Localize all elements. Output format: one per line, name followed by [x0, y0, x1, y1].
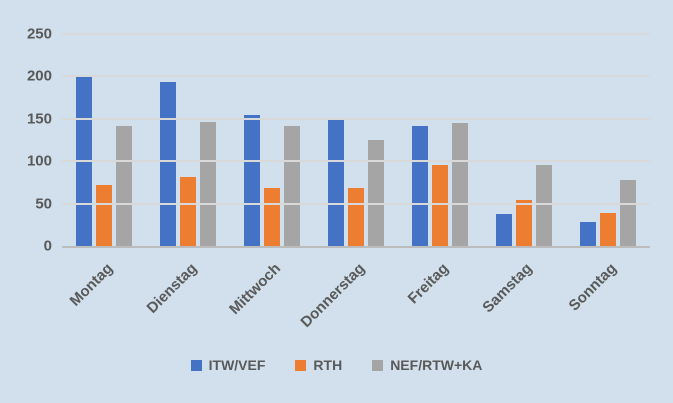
- x-tick-label: Samstag: [479, 260, 537, 317]
- legend-item-itw-vef: ITW/VEF: [190, 357, 266, 373]
- bar-group-montag: [62, 34, 146, 246]
- y-axis: 0 50 100 150 200 250: [0, 26, 52, 255]
- legend-swatch-icon: [295, 359, 307, 371]
- gridline-100: [62, 160, 650, 163]
- bar-rth-donnerstag: [348, 187, 364, 246]
- bar-group-mittwoch: [230, 34, 314, 246]
- legend-item-nef-rtw-ka: NEF/RTW+KA: [372, 357, 482, 373]
- x-axis-line: [62, 246, 650, 248]
- gridline-150: [62, 117, 650, 120]
- bar-group-dienstag: [146, 34, 230, 246]
- y-tick-label: 100: [26, 152, 52, 170]
- bar-nef-rtw-ka-dienstag: [200, 122, 216, 246]
- gridline-250: [62, 33, 650, 35]
- bar-itw-vef-sonntag: [580, 222, 596, 246]
- plot-area: [62, 33, 650, 248]
- bar-nef-rtw-ka-donnerstag: [368, 140, 384, 246]
- bar-group-freitag: [398, 34, 482, 246]
- x-label-cell: Freitag: [398, 250, 482, 330]
- y-tick-label: 200: [26, 67, 52, 85]
- x-tick-label: Montag: [66, 260, 117, 310]
- x-tick-label: Mittwoch: [226, 260, 285, 318]
- bar-group-sonntag: [566, 34, 650, 246]
- gridline-50: [62, 202, 650, 205]
- bar-itw-vef-freitag: [412, 125, 428, 246]
- bar-rth-samstag: [516, 200, 532, 246]
- y-tick-label: 50: [35, 195, 52, 213]
- x-label-cell: Sonntag: [566, 250, 650, 330]
- bar-itw-vef-dienstag: [160, 81, 176, 246]
- x-tick-label: Dienstag: [143, 260, 201, 317]
- bar-group-donnerstag: [314, 34, 398, 246]
- bars-layer: [62, 34, 650, 246]
- bar-rth-freitag: [432, 165, 448, 246]
- x-axis-labels: Montag Dienstag Mittwoch Donnerstag Freitag S…: [62, 250, 650, 331]
- y-tick-label: 150: [26, 110, 52, 128]
- x-tick-label: Sonntag: [565, 260, 621, 315]
- x-tick-label: Freitag: [404, 260, 453, 308]
- legend-label: RTH: [313, 357, 343, 373]
- legend-swatch-icon: [372, 359, 384, 371]
- x-label-cell: Dienstag: [143, 250, 230, 330]
- legend-label: NEF/RTW+KA: [390, 357, 483, 373]
- legend-item-rth: RTH: [295, 357, 342, 373]
- bar-group-samstag: [482, 34, 566, 246]
- x-label-cell: Donnerstag: [297, 250, 398, 331]
- legend-label: ITW/VEF: [208, 357, 266, 373]
- legend-swatch-icon: [190, 359, 202, 371]
- gridline-200: [62, 75, 650, 78]
- bar-nef-rtw-ka-montag: [116, 126, 132, 246]
- bar-rth-sonntag: [600, 212, 616, 246]
- x-label-cell: Samstag: [479, 250, 566, 330]
- bar-itw-vef-mittwoch: [244, 115, 260, 246]
- bar-rth-mittwoch: [264, 187, 280, 246]
- y-tick-label: 250: [26, 25, 52, 43]
- bar-itw-vef-donnerstag: [328, 118, 344, 246]
- x-label-cell: Montag: [62, 250, 146, 330]
- legend: ITW/VEF RTH NEF/RTW+KA: [0, 357, 673, 373]
- bar-nef-rtw-ka-samstag: [536, 165, 552, 246]
- bar-itw-vef-samstag: [496, 213, 512, 246]
- bar-nef-rtw-ka-sonntag: [620, 179, 636, 246]
- y-tick-label: 0: [43, 237, 52, 255]
- bar-rth-montag: [96, 184, 112, 246]
- bar-nef-rtw-ka-freitag: [452, 123, 468, 246]
- bar-nef-rtw-ka-mittwoch: [284, 126, 300, 246]
- bar-rth-dienstag: [180, 177, 196, 246]
